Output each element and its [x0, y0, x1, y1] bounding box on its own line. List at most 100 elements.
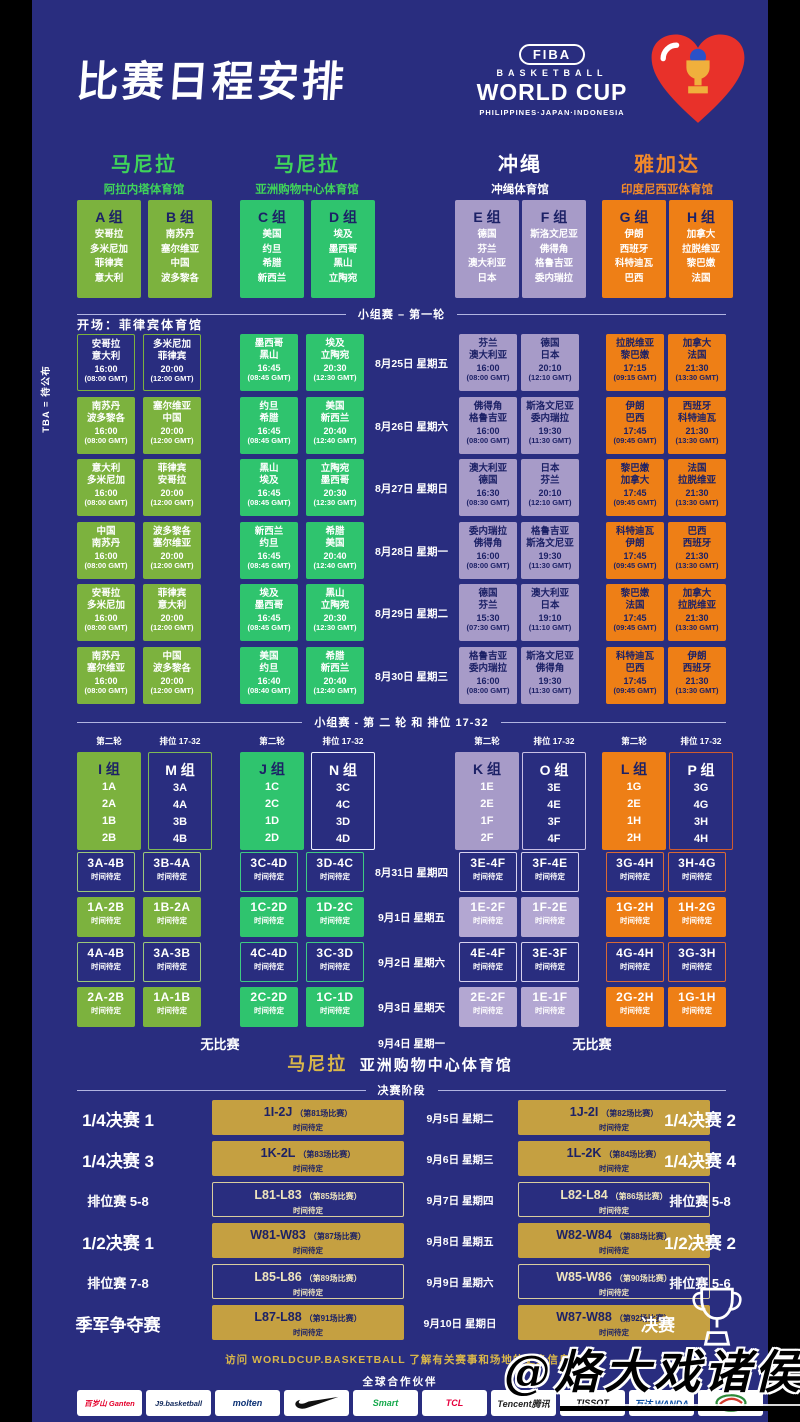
- date-label: 9月6日 星期三: [426, 1154, 494, 1166]
- round2-group-box: J 组 1C 2C 1D 2D: [240, 752, 304, 850]
- team-b: 加拿大: [620, 475, 650, 486]
- pairing: W82-W84: [556, 1228, 612, 1242]
- local-time: 17:45: [623, 675, 647, 686]
- group-slot: 4H: [693, 833, 709, 845]
- round2-match-cell: 3A-4B 时间待定: [77, 852, 135, 892]
- schedule-poster: 比赛日程安排 FIBA BASKETBALL WORLD CUP PHILIPP…: [32, 0, 768, 1422]
- time-tbd: 时间待定: [473, 1006, 503, 1015]
- pairing: W87-W88: [556, 1310, 612, 1324]
- team-a: 黑山: [325, 588, 345, 599]
- fiba-logo: FIBA BASKETBALL WORLD CUP PHILIPPINES·JA…: [462, 44, 642, 117]
- round2-match-cell: 3E-4F 时间待定: [459, 852, 517, 892]
- team-a: 菲律宾: [157, 588, 187, 599]
- team-b: 日本: [540, 600, 560, 611]
- team-b: 佛得角: [473, 537, 503, 549]
- match-cell: 黎巴嫩 法国 17:45 (09:45 GMT): [606, 584, 664, 641]
- group-slot: 2E: [627, 798, 641, 810]
- venue-header-3: 冲绳 冲绳体育馆: [445, 148, 595, 197]
- fiba-worldcup-label: WORLD CUP: [476, 79, 628, 105]
- team-a: 委内瑞拉: [468, 525, 507, 537]
- venue-arena: 冲绳体育馆: [491, 184, 549, 196]
- time-tbd: 时间待定: [320, 1006, 350, 1015]
- group-slot: 1G: [626, 781, 642, 793]
- match-cell: 约旦 希腊 16:45 (08:45 GMT): [240, 396, 298, 454]
- venue-city: 雅加达: [634, 154, 700, 176]
- time-tbd: 时间待定: [254, 872, 284, 881]
- group-team: 日本: [477, 272, 497, 284]
- time-tbd: 时间待定: [682, 872, 712, 881]
- match-cell: 塞尔维亚 中国 20:00 (12:00 GMT): [143, 396, 201, 454]
- sponsor-label: TCL: [445, 1398, 464, 1408]
- finals-match-box: W87-W88 （第92场比赛） 时间待定: [518, 1305, 710, 1340]
- group-slot: 1H: [626, 815, 642, 827]
- match-cell: 埃及 墨西哥 16:45 (08:45 GMT): [240, 584, 298, 641]
- finals-right-label: 决赛: [641, 1316, 675, 1335]
- sponsor-label: Tencent腾讯: [497, 1398, 550, 1409]
- team-a: 科特迪瓦: [615, 525, 654, 537]
- time-tbd: 时间待定: [91, 1006, 121, 1015]
- group-team: 佛得角: [539, 243, 569, 255]
- round2-column-label: 第二轮: [259, 736, 285, 746]
- gmt-time: (12:00 GMT): [150, 435, 194, 445]
- group-name: M 组: [165, 762, 195, 778]
- group-team: 埃及: [333, 229, 353, 240]
- match-cell: 佛得角 格鲁吉亚 16:00 (08:00 GMT): [459, 396, 517, 454]
- team-b: 斯洛文尼亚: [526, 537, 574, 549]
- team-b: 墨西哥: [254, 600, 284, 611]
- group-slot: 3A: [172, 782, 188, 794]
- group-team: 科特迪瓦: [614, 258, 653, 269]
- visit-info-line: 访问 WORLDCUP.BASKETBALL 了解有关赛事和场地的更多信息!: [225, 1354, 575, 1366]
- match-cell: 新西兰 约旦 16:45 (08:45 GMT): [240, 521, 298, 579]
- time-tbd: 时间待定: [157, 962, 187, 971]
- team-b: 塞尔维亚: [86, 662, 125, 674]
- finals-right-label: 排位赛 5-6: [669, 1276, 731, 1291]
- team-a: 埃及: [325, 338, 345, 349]
- finals-match-box: 1K-2L （第83场比赛） 时间待定: [212, 1141, 404, 1176]
- group-team: 芬兰: [477, 243, 497, 255]
- time-tbd: 时间待定: [535, 1006, 565, 1015]
- date-label: 9月2日 星期六: [377, 957, 446, 969]
- round2-match-cell: 1A-2B 时间待定: [77, 897, 135, 937]
- local-time: 20:30: [323, 488, 347, 498]
- round2-column-label: 排位 17-32: [680, 736, 722, 746]
- team-a: 塞尔维亚: [152, 400, 191, 412]
- match-cell: 意大利 多米尼加 16:00 (08:00 GMT): [77, 459, 135, 516]
- group-name: B 组: [166, 209, 194, 225]
- sponsor-tcl-logo: TCL: [422, 1390, 487, 1416]
- local-time: 16:00: [94, 550, 118, 561]
- group-slot: 4A: [172, 799, 188, 811]
- sponsor-label: TISSOT: [576, 1398, 609, 1408]
- round2-match-cell: 1C-2D 时间待定: [240, 897, 298, 937]
- date-label: 9月7日 星期四: [426, 1195, 494, 1207]
- team-a: 美国: [325, 400, 345, 412]
- local-time: 16:00: [94, 364, 118, 374]
- time-tbd: 时间待定: [535, 962, 565, 971]
- local-time: 21:30: [685, 613, 709, 623]
- round2-match-cell: 2C-2D 时间待定: [240, 987, 298, 1027]
- group-team: 澳大利亚: [467, 258, 506, 269]
- group-slot: 4B: [172, 833, 188, 845]
- local-time: 20:40: [323, 675, 347, 686]
- pairing: 3H-4G: [678, 856, 716, 870]
- gmt-time: (08:45 GMT): [247, 373, 291, 382]
- time-tbd: 时间待定: [599, 1246, 629, 1255]
- team-b: 中国: [162, 412, 182, 424]
- round2-group-box: O 组 3E 4E 3F 4F: [522, 752, 586, 850]
- match-cell: 菲律宾 安哥拉 20:00 (12:00 GMT): [143, 459, 201, 516]
- local-time: 16:00: [94, 488, 118, 498]
- game-number-note: （第85场比赛）: [304, 1192, 362, 1201]
- gmt-time: (09:45 GMT): [613, 685, 657, 695]
- round2-match-cell: 3D-4C 时间待定: [306, 852, 364, 892]
- pairing: 1A-1B: [153, 990, 191, 1004]
- group-slot: 1B: [101, 815, 117, 827]
- group-box: A 组安哥拉 多米尼加 菲律宾 意大利: [77, 200, 141, 298]
- round2-match-cell: 4G-4H 时间待定: [606, 942, 664, 982]
- finals-right-label: 排位赛 5-8: [669, 1194, 731, 1209]
- gmt-time: (12:40 GMT): [313, 560, 357, 570]
- team-a: 意大利: [91, 463, 121, 474]
- team-b: 拉脱维亚: [677, 600, 716, 611]
- divider-line: [457, 313, 727, 315]
- pairing: 1B-2A: [153, 900, 191, 914]
- team-b: 伊朗: [625, 537, 645, 549]
- time-tbd: 时间待定: [599, 1288, 629, 1297]
